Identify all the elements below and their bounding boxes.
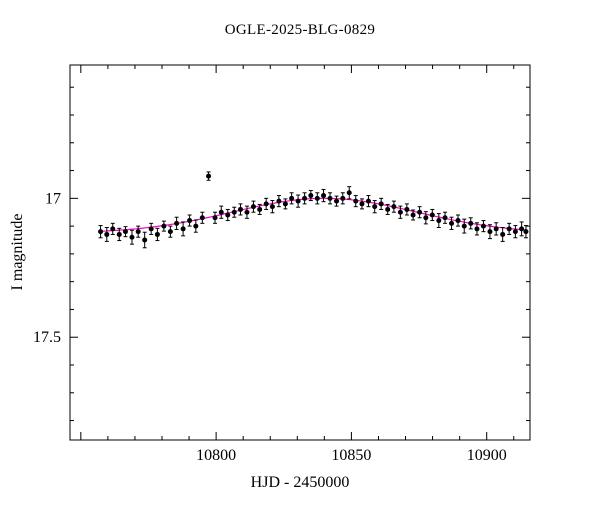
data-points <box>98 171 529 249</box>
svg-text:17: 17 <box>45 190 61 207</box>
svg-text:10850: 10850 <box>331 447 371 464</box>
x-axis-label: HJD - 2450000 <box>250 474 350 491</box>
plot-box <box>69 64 531 441</box>
chart-title: OGLE-2025-BLG-0829 <box>224 22 376 38</box>
svg-text:10800: 10800 <box>196 447 236 464</box>
svg-text:17.5: 17.5 <box>33 329 61 346</box>
svg-text:10900: 10900 <box>467 447 507 464</box>
tick-labels: 10800 10850 10900 17 17.5 <box>33 190 507 464</box>
tick-marks <box>70 65 530 440</box>
